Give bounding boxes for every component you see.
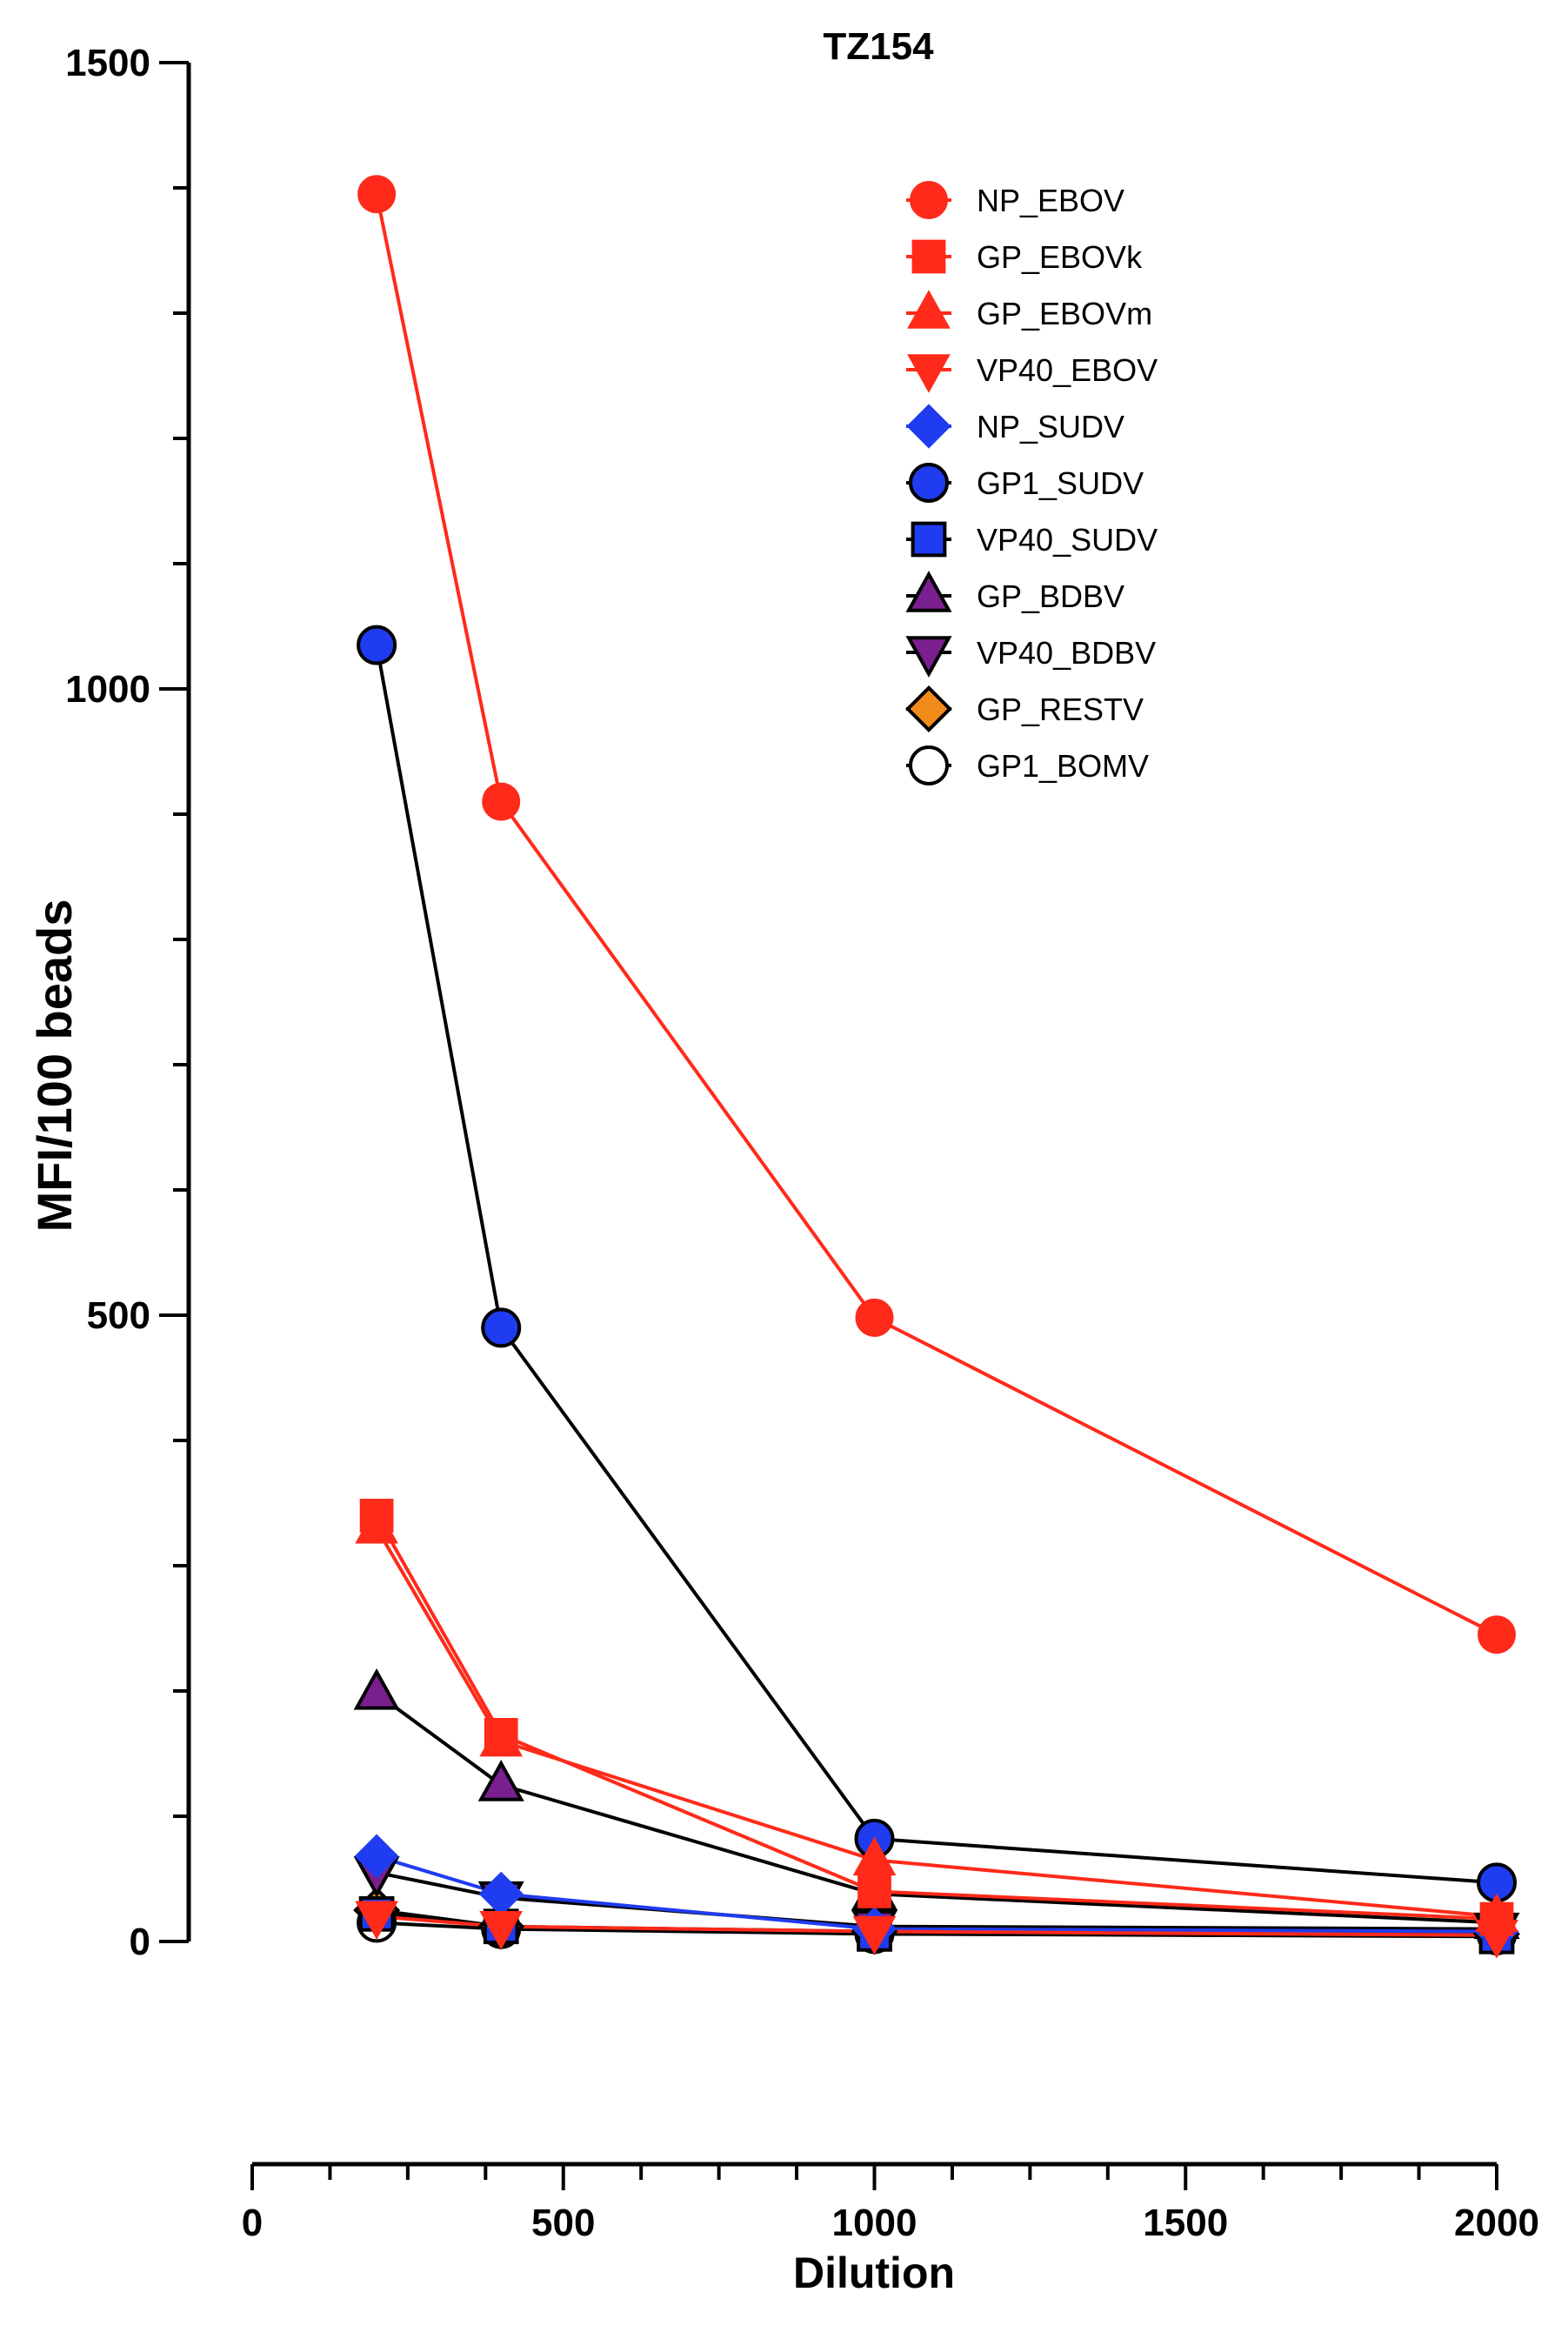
series-lines (375, 193, 1498, 1939)
legend-marker (905, 571, 952, 612)
data-point (355, 1901, 398, 1940)
legend-label: NP_SUDV (977, 409, 1124, 444)
legend-item: NP_SUDV (906, 404, 1124, 449)
legend-marker (911, 521, 947, 558)
legend-marker (909, 463, 949, 503)
legend-label: VP40_EBOV (977, 352, 1158, 388)
series-points-gp-ebovk (359, 1499, 1514, 1936)
data-point (1478, 1615, 1516, 1654)
series-line-np-sudv (376, 1854, 1498, 1934)
x-tick-label: 1000 (832, 2202, 917, 2244)
legend-marker (907, 354, 951, 393)
legend-marker (911, 239, 946, 274)
legend-label: GP_EBOVk (977, 239, 1143, 275)
y-tick-label: 500 (87, 1294, 150, 1337)
x-tick-label: 2000 (1454, 2202, 1539, 2244)
series-markers (353, 175, 1520, 1959)
legend-item: NP_EBOV (906, 181, 1124, 219)
series-line-gp-bdbv (375, 1692, 1498, 1925)
legend-marker (905, 636, 952, 678)
y-tick-label: 0 (130, 1921, 150, 1963)
data-point (357, 175, 397, 214)
series-line-gp-ebovk (375, 1514, 1498, 1921)
legend-label: GP1_BOMV (977, 748, 1149, 784)
y-tick-label: 1500 (65, 42, 150, 84)
legend-item: GP_EBOVm (906, 290, 1152, 331)
data-point (353, 1668, 400, 1710)
legend-marker (905, 685, 952, 732)
legend-marker (909, 745, 949, 785)
legend-label: GP1_SUDV (977, 465, 1144, 501)
legend: NP_EBOV GP_EBOVk GP_EBOVm VP40_EBOV NP_SUDV G… (905, 181, 1158, 785)
data-point (484, 1718, 518, 1752)
legend-label: VP40_BDBV (977, 635, 1156, 671)
legend-item: GP_BDBV (905, 571, 1124, 614)
y-tick-label: 1000 (65, 668, 150, 711)
series-points-gp1-sudv (357, 625, 1517, 1903)
legend-item: VP40_SUDV (906, 521, 1158, 558)
legend-item: GP_RESTV (905, 685, 1144, 732)
x-axis-label: Dilution (793, 2249, 955, 2297)
series-line-gp-ebovm (375, 1527, 1498, 1919)
y-axis-label: MFI/100 beads (27, 899, 82, 1233)
data-point (357, 625, 397, 665)
data-point (855, 1298, 894, 1337)
series-points-np-ebov (357, 175, 1516, 1654)
series-line-gp1-sudv (375, 645, 1498, 1885)
legend-marker (906, 404, 951, 449)
legend-item: GP1_BOMV (906, 745, 1149, 785)
data-point (852, 1915, 897, 1955)
axes: 0 500 1000 1500 0 500 1000 1500 2000 (65, 42, 1539, 2244)
data-point (359, 1499, 394, 1533)
data-point (857, 1875, 891, 1908)
legend-marker (907, 290, 951, 329)
legend-label: GP_EBOVm (977, 296, 1152, 331)
legend-item: VP40_EBOV (906, 352, 1158, 393)
legend-label: GP_BDBV (977, 578, 1124, 614)
legend-label: VP40_SUDV (977, 522, 1158, 558)
x-tick-label: 500 (531, 2202, 595, 2244)
data-point (482, 782, 521, 821)
legend-item: VP40_BDBV (905, 635, 1156, 678)
series-line-vp40-ebov (376, 1915, 1498, 1937)
legend-label: GP_RESTV (977, 692, 1144, 727)
data-point (354, 1834, 399, 1879)
legend-item: GP_EBOVk (906, 239, 1143, 275)
x-tick-label: 0 (242, 2202, 263, 2244)
data-point (1479, 1901, 1514, 1936)
data-point (477, 1760, 524, 1801)
chart-title: TZ154 (823, 25, 934, 68)
legend-label: NP_EBOV (977, 183, 1124, 218)
series-line-np-ebov (375, 193, 1498, 1636)
legend-marker (910, 181, 948, 219)
data-point (481, 1307, 522, 1348)
data-point (479, 1910, 524, 1950)
data-point (478, 1871, 524, 1916)
legend-item: GP1_SUDV (906, 463, 1144, 503)
x-tick-label: 1500 (1143, 2202, 1228, 2244)
